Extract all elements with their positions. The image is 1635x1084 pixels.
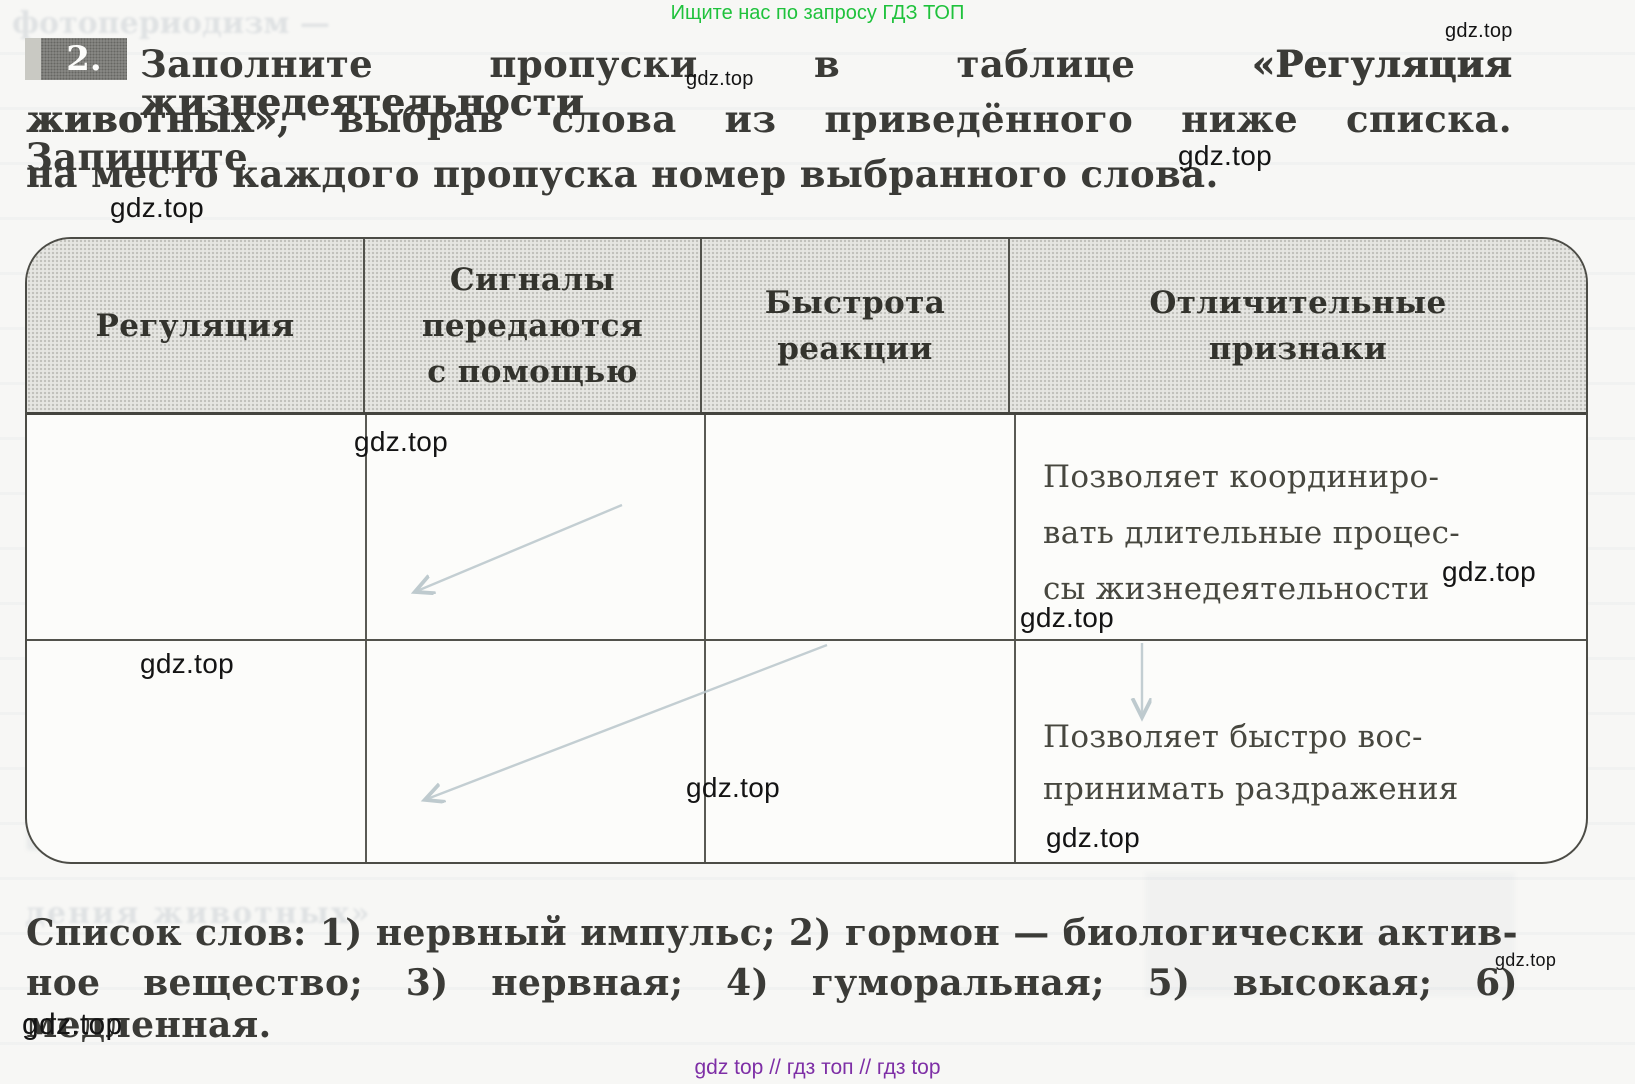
header-cell-signals: Сигналы передаются с помощью bbox=[365, 239, 702, 412]
column-border bbox=[365, 415, 367, 862]
gdz-watermark: gdz.top bbox=[140, 648, 234, 679]
gdz-watermark: gdz.top bbox=[686, 68, 754, 90]
cell-row2-features: Позволяет быстро вос- принимать раздраже… bbox=[1043, 719, 1459, 807]
task-text-emphasis: животных» bbox=[26, 97, 278, 141]
column-border bbox=[1014, 415, 1016, 862]
cell-row1-regulation bbox=[27, 415, 365, 639]
header-cell-speed: Быстрота реакции bbox=[702, 239, 1010, 412]
gdz-watermark: gdz.top bbox=[1495, 950, 1557, 970]
gdz-watermark: gdz.top bbox=[1445, 20, 1513, 42]
gdz-watermark: gdz.top bbox=[686, 772, 780, 803]
word-list-line-2: ное вещество; 3) нервная; 4) гуморальная… bbox=[26, 962, 1518, 1046]
task-number-badge: 2. bbox=[41, 38, 127, 80]
header-cell-features: Отличительные признаки bbox=[1149, 284, 1447, 367]
task-text-line-2: животных», выбрав слова из приведённого … bbox=[26, 100, 1512, 176]
cell-row1-speed bbox=[706, 415, 1014, 639]
task-text: , выбрав слова из приведённого ниже спис… bbox=[26, 97, 1512, 179]
header-cell-regulation: Регуляция bbox=[27, 239, 365, 412]
task-badge-strip bbox=[25, 38, 41, 80]
column-border bbox=[704, 415, 706, 862]
regulation-table: Регуляция Сигналы передаются с помощью Б… bbox=[25, 237, 1588, 864]
word-list-line-1: Список слов: 1) нервный импульс; 2) горм… bbox=[26, 912, 1518, 954]
promo-banner-top: Ищите нас по запросу ГДЗ ТОП bbox=[670, 2, 965, 24]
row-divider bbox=[27, 639, 1586, 641]
gdz-watermark: gdz.top bbox=[22, 1008, 123, 1041]
gdz-watermark: gdz.top bbox=[1442, 556, 1536, 587]
task-text-line-3: на место каждого пропуска номер выбранно… bbox=[26, 152, 1219, 196]
promo-banner-bottom: gdz top // гдз топ // гдз top bbox=[694, 1056, 941, 1079]
task-text-line-1: Заполните пропуски в таблице «Регуляция … bbox=[140, 45, 1512, 121]
gdz-watermark: gdz.top bbox=[1046, 822, 1140, 853]
cell-row1-features: Позволяет координиро- вать длительные пр… bbox=[1043, 459, 1461, 607]
cell-row2-speed bbox=[706, 641, 1014, 862]
gdz-watermark: gdz.top bbox=[1178, 140, 1272, 171]
gdz-watermark: gdz.top bbox=[1020, 602, 1114, 633]
cell-row2-signals bbox=[367, 641, 704, 862]
table-header-row: Регуляция Сигналы передаются с помощью Б… bbox=[27, 239, 1586, 415]
task-text-emphasis: «Регуляция жизнедеятельности bbox=[140, 42, 1512, 124]
task-text: Заполните пропуски в таблице bbox=[140, 42, 1252, 86]
gdz-watermark: gdz.top bbox=[354, 426, 448, 457]
gdz-watermark: gdz.top bbox=[110, 192, 204, 223]
